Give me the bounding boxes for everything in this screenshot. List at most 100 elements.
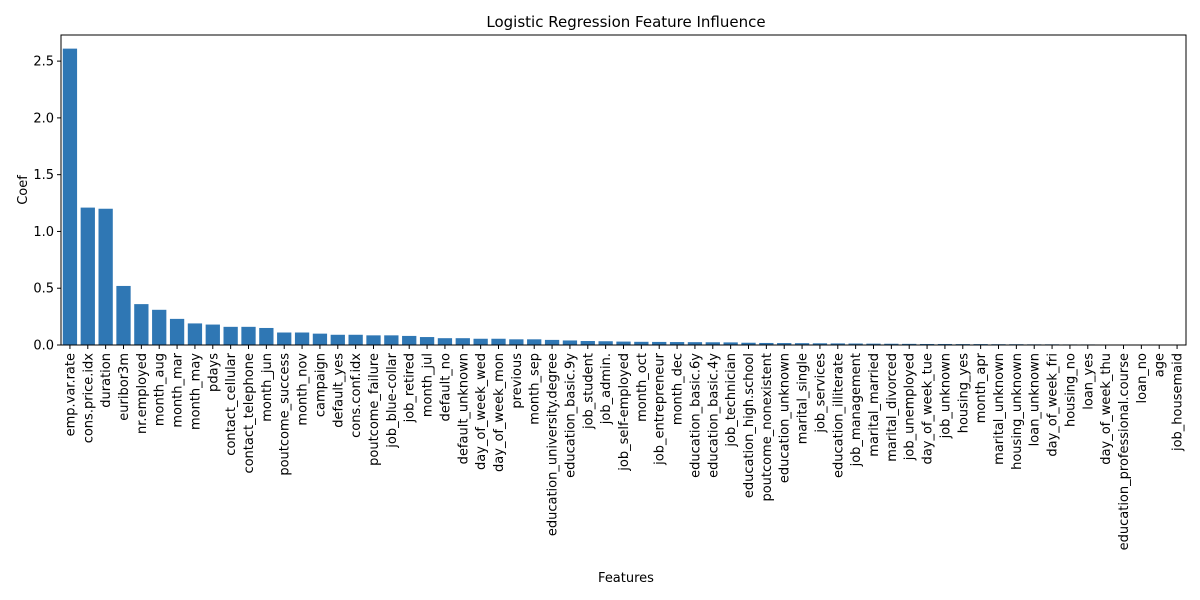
bar [830, 343, 845, 345]
bar [134, 304, 149, 345]
x-tick-label: housing_unknown [1010, 353, 1025, 470]
bar [634, 341, 649, 345]
x-tick-label: day_of_week_thu [1099, 353, 1114, 465]
x-tick-label: campaign [313, 353, 328, 417]
bar [205, 324, 220, 345]
x-tick-label: emp.var.rate [63, 353, 78, 436]
x-tick-label: education_professional.course [1117, 353, 1132, 550]
x-tick-label: education_unknown [778, 353, 793, 483]
x-tick-label: contact_telephone [242, 353, 257, 474]
bar [616, 341, 631, 345]
bar [152, 309, 167, 345]
bar [330, 334, 345, 345]
y-tick-label: 0.5 [33, 282, 54, 297]
bar [294, 332, 310, 345]
bar [437, 338, 453, 345]
x-tick-label: day_of_week_tue [921, 353, 936, 464]
x-tick-label: month_jun [260, 353, 275, 422]
bar [312, 333, 328, 345]
x-tick-label: marital_married [867, 353, 882, 457]
x-tick-label: age [1153, 353, 1168, 377]
x-tick-label: day_of_week_wed [474, 353, 489, 470]
bar [80, 207, 95, 345]
x-tick-label: education_basic.9y [563, 353, 578, 478]
x-tick-label: previous [510, 353, 525, 409]
x-tick-label: month_aug [153, 353, 168, 426]
y-tick-label: 0.0 [33, 339, 54, 354]
bar [866, 343, 881, 345]
x-tick-label: contact_cellular [224, 352, 239, 455]
x-axis: emp.var.rate cons.price.idx duration euribo… [63, 345, 1186, 550]
x-tick-label: default_no [438, 353, 453, 421]
bar [705, 342, 720, 345]
bar [473, 338, 488, 345]
y-axis: 0.0 0.5 1.0 1.5 2.0 2.5 [33, 55, 61, 354]
y-axis-label: Coef [16, 175, 31, 205]
x-tick-label: day_of_week_mon [492, 353, 507, 472]
x-tick-label: month_may [188, 353, 203, 430]
x-tick-label: job_retired [403, 353, 418, 423]
bar [580, 341, 595, 345]
x-tick-label: housing_yes [956, 353, 971, 433]
bar [259, 327, 274, 345]
bar [169, 318, 185, 345]
x-tick-label: job_unemployed [903, 353, 918, 461]
bar [348, 334, 363, 345]
x-tick-label: education_basic.6y [688, 353, 703, 478]
x-tick-label: loan_unknown [1028, 353, 1043, 446]
x-axis-label: Features [598, 571, 654, 586]
bars-group [62, 48, 1185, 345]
x-tick-label: job_management [849, 353, 864, 467]
bar [884, 343, 899, 345]
x-tick-label: month_mar [171, 352, 186, 427]
x-tick-label: poutcome_success [278, 353, 293, 476]
x-tick-label: job_student [581, 353, 596, 430]
y-tick-label: 2.0 [33, 111, 54, 126]
x-tick-label: default_unknown [456, 353, 471, 464]
x-tick-label: marital_divorced [885, 353, 900, 462]
x-tick-label: education_high.school [742, 353, 757, 498]
x-tick-label: job_self-employed [617, 353, 632, 472]
x-tick-label: education_illiterate [831, 353, 846, 478]
x-tick-label: poutcome_failure [367, 353, 382, 466]
x-tick-label: education_basic.4y [706, 353, 721, 478]
x-tick-label: housing_no [1063, 353, 1078, 427]
x-tick-label: duration [99, 353, 114, 408]
x-tick-label: poutcome_nonexistent [760, 353, 775, 502]
bar [366, 335, 381, 345]
x-tick-label: month_sep [528, 353, 543, 425]
x-tick-label: job_admin. [599, 353, 614, 425]
x-tick-label: nr.employed [135, 353, 150, 434]
bar [384, 335, 399, 345]
bar [937, 343, 953, 345]
bar [723, 342, 738, 345]
chart-title: Logistic Regression Feature Influence [486, 13, 765, 31]
bar [598, 341, 613, 345]
bar [794, 343, 810, 345]
x-tick-label: cons.price.idx [81, 353, 96, 444]
bar [848, 343, 863, 345]
y-tick-label: 1.0 [33, 225, 54, 240]
bar [455, 338, 470, 345]
x-tick-label: education_university.degree [546, 353, 561, 536]
bar [812, 343, 828, 345]
x-tick-label: default_yes [331, 353, 346, 428]
plot-frame [60, 34, 1187, 346]
bar [544, 339, 560, 345]
bar [98, 208, 113, 345]
bar [902, 343, 917, 345]
x-tick-label: month_apr [974, 352, 989, 423]
bar [509, 339, 524, 345]
x-tick-label: day_of_week_fri [1046, 353, 1061, 457]
bar [741, 342, 756, 345]
y-tick-label: 1.5 [33, 168, 54, 183]
bar [687, 342, 703, 345]
x-tick-label: loan_no [1135, 353, 1150, 404]
x-tick-label: month_oct [635, 353, 650, 422]
bar [62, 48, 78, 345]
x-tick-label: marital_single [796, 353, 811, 444]
bar [491, 338, 506, 345]
bar [187, 323, 203, 345]
x-tick-label: month_jul [421, 353, 436, 417]
